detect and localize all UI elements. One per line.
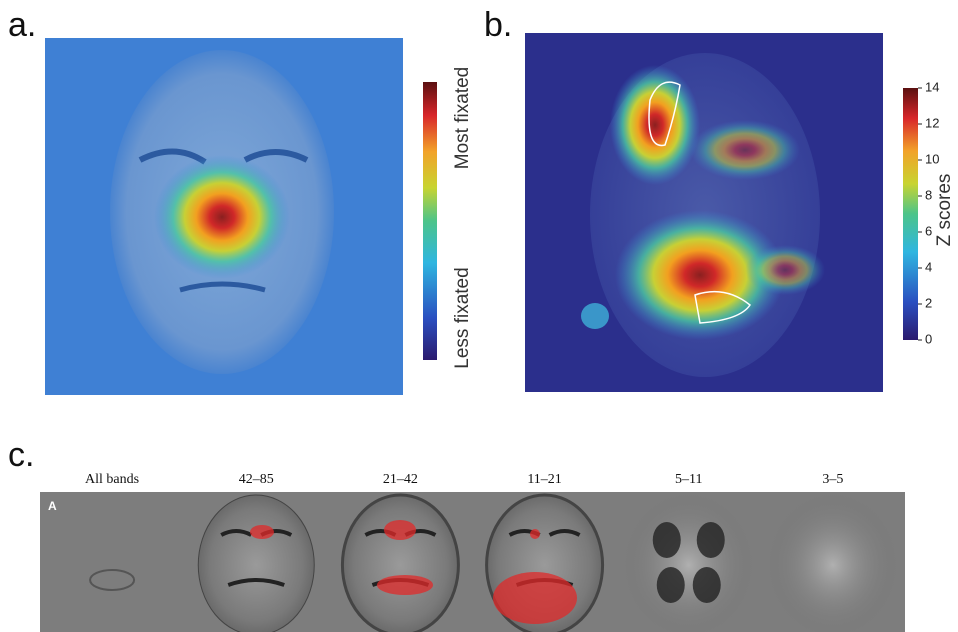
colorbar-bottom-label: Less fixated — [452, 267, 473, 368]
band-label: 3–5 — [822, 472, 843, 487]
band-label: 42–85 — [239, 472, 274, 487]
diagnostic-region — [384, 520, 416, 540]
inset-label: A — [48, 499, 57, 513]
colorbar-tick-label: 14 — [925, 79, 939, 94]
band-label: 11–21 — [527, 472, 561, 487]
blob — [697, 522, 725, 558]
face — [198, 495, 314, 632]
diagnostic-region — [530, 529, 540, 539]
diagnostic-region — [250, 525, 274, 539]
diagnostic-region — [377, 575, 433, 595]
colorbar — [903, 88, 918, 340]
colorbar-tick-label: 8 — [925, 187, 932, 202]
face — [342, 495, 458, 632]
diagnostic-region — [493, 572, 577, 624]
colorbar-tick-label: 2 — [925, 295, 932, 310]
band-label: 5–11 — [675, 472, 702, 487]
blob — [657, 567, 685, 603]
colorbar-tick-label: 4 — [925, 259, 932, 274]
colorbar-tick-label: 0 — [925, 331, 932, 346]
fixation-hotspot — [154, 155, 290, 279]
colorbar-tick-label: 10 — [925, 151, 939, 166]
colorbar-tick-label: 12 — [925, 115, 939, 130]
blurred-face — [624, 493, 754, 632]
colorbar — [423, 82, 437, 360]
colorbar-top-label: Most fixated — [452, 67, 473, 169]
blurred-face — [768, 493, 898, 632]
blob — [693, 567, 721, 603]
band-label: 21–42 — [383, 472, 418, 487]
band-label: All bands — [85, 472, 139, 487]
blob — [653, 522, 681, 558]
panel-label: c. — [8, 436, 34, 474]
colorbar-tick-label: 6 — [925, 223, 932, 238]
colorbar-label: Z scores — [934, 174, 955, 247]
panel-label: b. — [484, 6, 512, 44]
panel-label: a. — [8, 6, 36, 44]
figure: a. Most fixated Less fixated b. 0 2 4 6 8 10 1… — [0, 0, 958, 632]
